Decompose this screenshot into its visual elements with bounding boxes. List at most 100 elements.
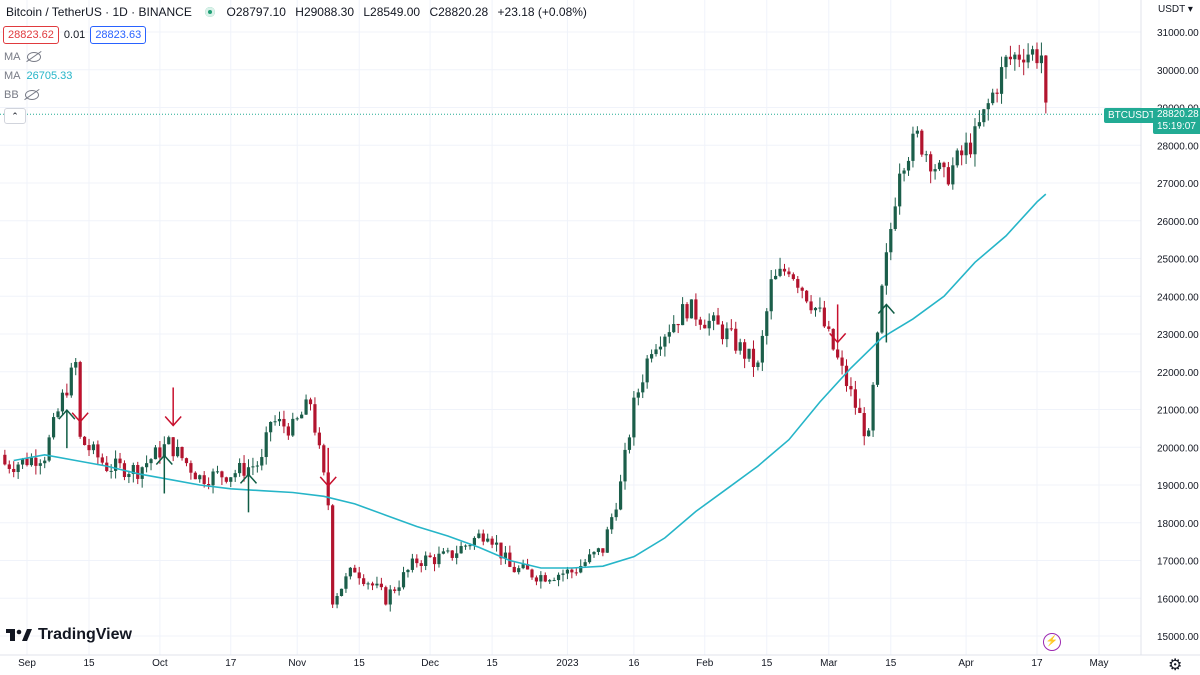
time-tick-label: Nov	[288, 658, 306, 669]
buy-button[interactable]: 28823.63	[90, 26, 147, 44]
candle-body	[592, 551, 596, 555]
currency-selector[interactable]: USDT ▾	[1158, 4, 1193, 15]
candle-body	[672, 324, 676, 333]
candle-body	[503, 552, 508, 559]
spread-value: 0.01	[63, 29, 86, 41]
candle-body	[579, 565, 583, 573]
order-panel: 28823.62 0.01 28823.63	[3, 26, 147, 44]
symbol-title[interactable]: Bitcoin / TetherUS · 1D · BINANCE	[6, 5, 192, 19]
candle-body	[968, 142, 973, 155]
indicator-ma-2[interactable]: MA 26705.33	[4, 70, 72, 82]
candle-body	[419, 563, 423, 567]
candle-body	[379, 583, 383, 588]
candle-body	[1044, 55, 1048, 103]
candle-body	[304, 399, 308, 415]
candle-body	[60, 392, 65, 412]
candle-body	[167, 437, 171, 445]
candles-layer	[3, 42, 1048, 612]
high-label: H	[295, 5, 304, 19]
buy-signal-arrowhead	[877, 303, 895, 314]
candle-body	[295, 418, 299, 420]
candle-body	[65, 392, 69, 396]
settings-gear-icon[interactable]: ⚙	[1168, 657, 1183, 674]
candle-body	[782, 268, 787, 272]
time-tick-label: 16	[628, 658, 640, 669]
candle-body	[530, 569, 534, 578]
candle-body	[198, 475, 202, 480]
candle-body	[277, 418, 282, 422]
eye-hidden-icon[interactable]	[24, 90, 39, 100]
candle-body	[47, 437, 51, 461]
candle-body	[800, 287, 804, 291]
candle-body	[463, 545, 468, 547]
time-tick-label: Apr	[958, 658, 974, 669]
indicator-name: MA	[4, 51, 21, 63]
last-price-value: 28820.28	[1157, 109, 1199, 120]
candle-body	[840, 357, 844, 366]
candle-body	[871, 384, 875, 431]
tradingview-logo[interactable]: TradingView	[6, 626, 132, 644]
sell-button[interactable]: 28823.62	[3, 26, 59, 44]
candle-body	[74, 362, 78, 368]
candle-body	[849, 386, 853, 390]
candle-body	[441, 551, 445, 554]
change-value: +23.18 (+0.08%)	[497, 5, 587, 19]
candle-body	[357, 572, 361, 579]
eye-hidden-icon[interactable]	[26, 52, 41, 62]
candle-body	[858, 407, 862, 414]
candle-body	[703, 324, 707, 329]
candle-body	[202, 475, 206, 485]
candle-body	[1035, 49, 1039, 64]
candle-body	[366, 583, 370, 585]
indicator-bb[interactable]: BB	[4, 89, 39, 101]
candle-body	[242, 463, 246, 476]
close-value: 28820.28	[438, 5, 489, 19]
price-axis[interactable]: 31000.0030000.0029000.0028000.0027000.00…	[1157, 28, 1199, 643]
price-tick-label: 20000.00	[1157, 443, 1199, 454]
candle-body	[734, 328, 738, 351]
indicator-ma-1[interactable]: MA	[4, 51, 41, 63]
candle-body	[370, 583, 375, 586]
candle-body	[743, 342, 747, 359]
candle-body	[889, 228, 893, 253]
candle-body	[82, 436, 87, 446]
candle-body	[583, 562, 587, 566]
candle-body	[791, 274, 795, 280]
candle-body	[7, 464, 11, 469]
candle-body	[543, 575, 547, 582]
candle-body	[127, 474, 131, 478]
candle-body	[902, 170, 906, 174]
time-axis[interactable]: Sep 15 Oct 17 Nov 15 Dec 15 2023 16 Feb 15 Mar 15 Apr 1…	[18, 658, 1108, 669]
brand-name: TradingView	[38, 626, 132, 643]
candle-body	[472, 537, 477, 546]
candle-body	[667, 332, 671, 337]
candle-body	[512, 566, 516, 573]
candle-body	[796, 279, 800, 288]
candle-body	[286, 426, 290, 436]
candle-body	[264, 432, 268, 458]
candle-body	[999, 67, 1004, 94]
candle-body	[38, 463, 42, 466]
candle-body	[716, 315, 720, 325]
candle-body	[313, 404, 317, 433]
candle-body	[56, 411, 60, 418]
candle-body	[246, 467, 251, 476]
candle-body	[548, 580, 552, 582]
candle-body	[29, 457, 34, 466]
candle-body	[654, 349, 658, 355]
collapse-legend-button[interactable]: ⌃	[4, 108, 26, 124]
chart-grid	[0, 0, 1141, 655]
candle-body	[813, 307, 818, 311]
candle-body	[552, 580, 556, 582]
candle-body	[893, 206, 897, 229]
time-tick-label: 15	[354, 658, 366, 669]
candle-body	[12, 468, 16, 473]
indicator-name: BB	[4, 89, 19, 101]
lightning-icon[interactable]: ⚡	[1043, 633, 1061, 651]
price-tick-label: 16000.00	[1157, 594, 1199, 605]
time-tick-label: 17	[225, 658, 237, 669]
candle-body	[158, 447, 162, 458]
candle-body	[1008, 56, 1013, 60]
tradingview-logo-icon	[6, 629, 32, 641]
